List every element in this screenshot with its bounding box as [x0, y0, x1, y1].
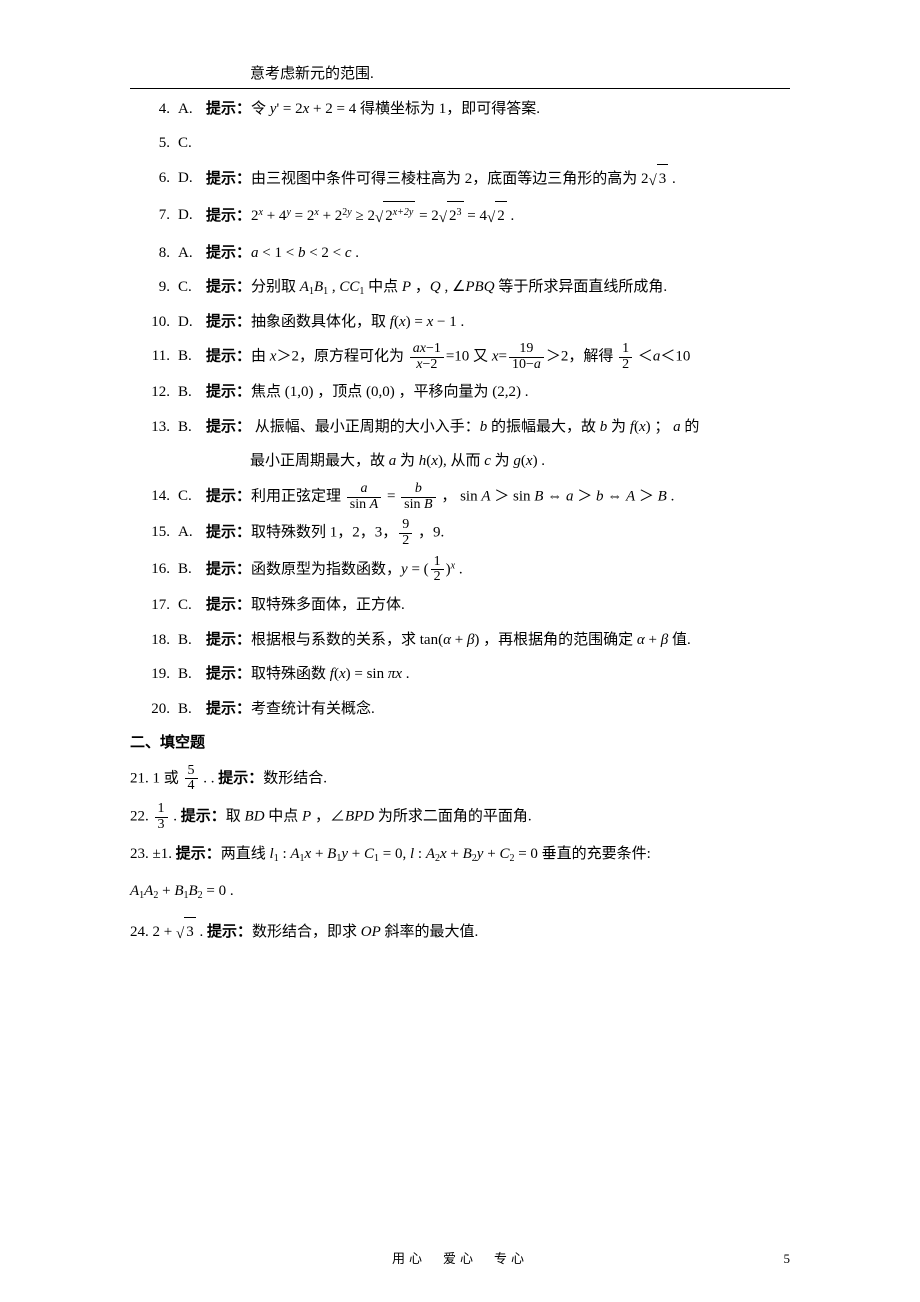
item-body: 提示： 从振幅、最小正周期的大小入手：b 的振幅最大，故 b 为 f(x) ； …	[206, 413, 790, 442]
item-answer: B.	[178, 626, 206, 655]
item-body: 提示：函数原型为指数函数，y = (12)x .	[206, 555, 790, 585]
item-answer: D.	[178, 164, 206, 196]
item-body: 提示：令 y' = 2x + 2 = 4 得横坐标为 1，即可得答案.	[206, 95, 790, 124]
item-body: 提示：分别取 A1B1 , CC1 中点 P ，Q , ∠PBQ 等于所求异面直…	[206, 273, 790, 302]
item-number: 8.	[130, 239, 178, 268]
answer-item: 14.C.提示：利用正弦定理 asin A = bsin B ， sin A ＞…	[130, 482, 790, 512]
answer-item: 8.A.提示：a < 1 < b < 2 < c .	[130, 239, 790, 268]
item-body: 提示：焦点 (1,0) ，顶点 (0,0) ，平移向量为 (2,2) .	[206, 378, 790, 407]
item-body: 提示：取特殊多面体，正方体.	[206, 591, 790, 620]
answer-item: 4.A.提示：令 y' = 2x + 2 = 4 得横坐标为 1，即可得答案.	[130, 95, 790, 124]
answer-item: 16.B.提示：函数原型为指数函数，y = (12)x .	[130, 555, 790, 585]
item-body: 提示：根据根与系数的关系，求 tan(α + β) ，再根据角的范围确定 α +…	[206, 626, 790, 655]
answer-item: 13.B.提示： 从振幅、最小正周期的大小入手：b 的振幅最大，故 b 为 f(…	[130, 413, 790, 442]
fill-continuation: A1A2 + B1B2 = 0 .	[130, 877, 790, 906]
item-number: 19.	[130, 660, 178, 689]
item-answer: B.	[178, 555, 206, 585]
item-answer: D.	[178, 308, 206, 337]
item-number: 13.	[130, 413, 178, 442]
item-answer: C.	[178, 482, 206, 512]
answer-item: 18.B.提示：根据根与系数的关系，求 tan(α + β) ，再根据角的范围确…	[130, 626, 790, 655]
answer-item: 5.C.	[130, 129, 790, 158]
item-answer: B.	[178, 342, 206, 372]
item-answer: A.	[178, 518, 206, 548]
item-answer: B.	[178, 378, 206, 407]
continuation-note: 意考虑新元的范围.	[250, 60, 790, 89]
page-container: 意考虑新元的范围. 4.A.提示：令 y' = 2x + 2 = 4 得横坐标为…	[0, 0, 920, 1302]
section-fill-heading: 二、填空题	[130, 729, 790, 758]
item-answer: B.	[178, 695, 206, 724]
item-number: 15.	[130, 518, 178, 548]
item-body: 提示：考查统计有关概念.	[206, 695, 790, 724]
item-answer: C.	[178, 129, 206, 158]
page-footer: 用心 爱心 专心	[0, 1247, 920, 1272]
item-body	[206, 129, 790, 158]
item-number: 11.	[130, 342, 178, 372]
item-number: 17.	[130, 591, 178, 620]
fill-item: 24. 2 + √3 . 提示：数形结合，即求 OP 斜率的最大值.	[130, 917, 790, 949]
answer-item: 7.D.提示：2x + 4y = 2x + 22y ≥ 2√2x+2y = 2√…	[130, 201, 790, 233]
header-rule	[130, 88, 790, 89]
fill-item: 22. 13 . 提示：取 BD 中点 P ，∠BPD 为所求二面角的平面角.	[130, 802, 790, 832]
item-answer: D.	[178, 201, 206, 233]
answer-item: 12.B.提示：焦点 (1,0) ，顶点 (0,0) ，平移向量为 (2,2) …	[130, 378, 790, 407]
item-number: 7.	[130, 201, 178, 233]
item-number: 18.	[130, 626, 178, 655]
item-body: 提示：抽象函数具体化，取 f(x) = x − 1 .	[206, 308, 790, 337]
answer-list: 4.A.提示：令 y' = 2x + 2 = 4 得横坐标为 1，即可得答案.5…	[130, 95, 790, 724]
item-body: 提示：a < 1 < b < 2 < c .	[206, 239, 790, 268]
fill-list: 21. 1 或 54 . . 提示：数形结合. 22. 13 . 提示：取 BD …	[130, 764, 790, 949]
answer-item: 9.C.提示：分别取 A1B1 , CC1 中点 P ，Q , ∠PBQ 等于所…	[130, 273, 790, 302]
answer-item: 6.D.提示：由三视图中条件可得三棱柱高为 2，底面等边三角形的高为 2√3 .	[130, 164, 790, 196]
item-body: 提示：2x + 4y = 2x + 22y ≥ 2√2x+2y = 2√23 =…	[206, 201, 790, 233]
item-answer: B.	[178, 660, 206, 689]
item-number: 16.	[130, 555, 178, 585]
fill-item: 21. 1 或 54 . . 提示：数形结合.	[130, 764, 790, 794]
item-answer: A.	[178, 239, 206, 268]
answer-item: 15.A.提示：取特殊数列 1，2，3，92 ，9.	[130, 518, 790, 548]
item-number: 14.	[130, 482, 178, 512]
fill-item: 23. ±1. 提示：两直线 l1 : A1x + B1y + C1 = 0, …	[130, 840, 790, 869]
item-number: 12.	[130, 378, 178, 407]
item-answer: B.	[178, 413, 206, 442]
item-number: 6.	[130, 164, 178, 196]
item-number: 9.	[130, 273, 178, 302]
item-answer: C.	[178, 591, 206, 620]
item-number: 5.	[130, 129, 178, 158]
item-answer: A.	[178, 95, 206, 124]
item-number: 10.	[130, 308, 178, 337]
item-body: 提示：由三视图中条件可得三棱柱高为 2，底面等边三角形的高为 2√3 .	[206, 164, 790, 196]
item-number: 20.	[130, 695, 178, 724]
answer-item: 10.D.提示：抽象函数具体化，取 f(x) = x − 1 .	[130, 308, 790, 337]
page-number: 5	[784, 1247, 791, 1272]
item-answer: C.	[178, 273, 206, 302]
item-body: 提示：由 x＞2，原方程可化为 ax−1x−2=10 又 x=1910−a＞2，…	[206, 342, 790, 372]
answer-item: 20.B.提示：考查统计有关概念.	[130, 695, 790, 724]
answer-item: 11.B.提示：由 x＞2，原方程可化为 ax−1x−2=10 又 x=1910…	[130, 342, 790, 372]
item-body: 提示：利用正弦定理 asin A = bsin B ， sin A ＞ sin …	[206, 482, 790, 512]
item-number: 4.	[130, 95, 178, 124]
answer-item: 17.C.提示：取特殊多面体，正方体.	[130, 591, 790, 620]
item-continuation: 最小正周期最大，故 a 为 h(x), 从而 c 为 g(x) .	[250, 447, 790, 476]
answer-item: 19.B.提示：取特殊函数 f(x) = sin πx .	[130, 660, 790, 689]
item-body: 提示：取特殊数列 1，2，3，92 ，9.	[206, 518, 790, 548]
item-body: 提示：取特殊函数 f(x) = sin πx .	[206, 660, 790, 689]
